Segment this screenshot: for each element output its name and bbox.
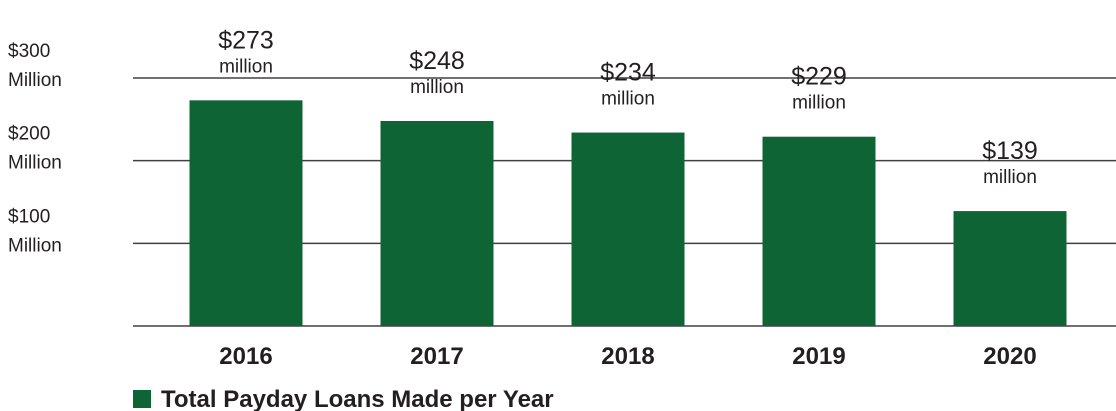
data-label-unit-2019: million (792, 93, 846, 114)
legend-label: Total Payday Loans Made per Year (161, 386, 554, 411)
y-tick-unit-100: Million (8, 235, 62, 256)
y-tick-unit-200: Million (8, 153, 62, 174)
y-tick-label-300: $300 (8, 41, 50, 62)
legend: Total Payday Loans Made per Year (133, 386, 554, 411)
x-tick-label-2016: 2016 (219, 343, 272, 370)
x-tick-label-2019: 2019 (792, 343, 845, 370)
y-tick-label-200: $200 (8, 124, 50, 145)
data-label-value-2018: $234 (600, 59, 656, 87)
bars (189, 100, 1067, 326)
data-label-value-2020: $139 (982, 137, 1038, 165)
data-label-value-2017: $248 (409, 47, 465, 75)
bar-2016 (189, 100, 303, 326)
data-label-unit-2016: million (219, 56, 273, 77)
data-label-value-2016: $273 (218, 26, 274, 54)
x-axis-labels: 2016 2017 2018 2019 2020 (219, 343, 1036, 370)
legend-swatch (133, 390, 151, 408)
y-axis-labels: $300 Million $200 Million $100 Million (8, 41, 62, 256)
bar-2020 (953, 211, 1067, 326)
data-label-unit-2020: million (983, 167, 1037, 188)
data-label-unit-2017: million (410, 77, 464, 98)
x-tick-label-2017: 2017 (410, 343, 463, 370)
y-tick-label-100: $100 (8, 206, 50, 227)
x-tick-label-2018: 2018 (601, 343, 654, 370)
bar-2017 (380, 120, 494, 326)
data-label-unit-2018: million (601, 89, 655, 110)
y-tick-unit-300: Million (8, 70, 62, 91)
bar-2018 (571, 132, 685, 326)
bar-2019 (762, 136, 876, 326)
x-tick-label-2020: 2020 (983, 343, 1036, 370)
data-label-value-2019: $229 (791, 63, 847, 91)
